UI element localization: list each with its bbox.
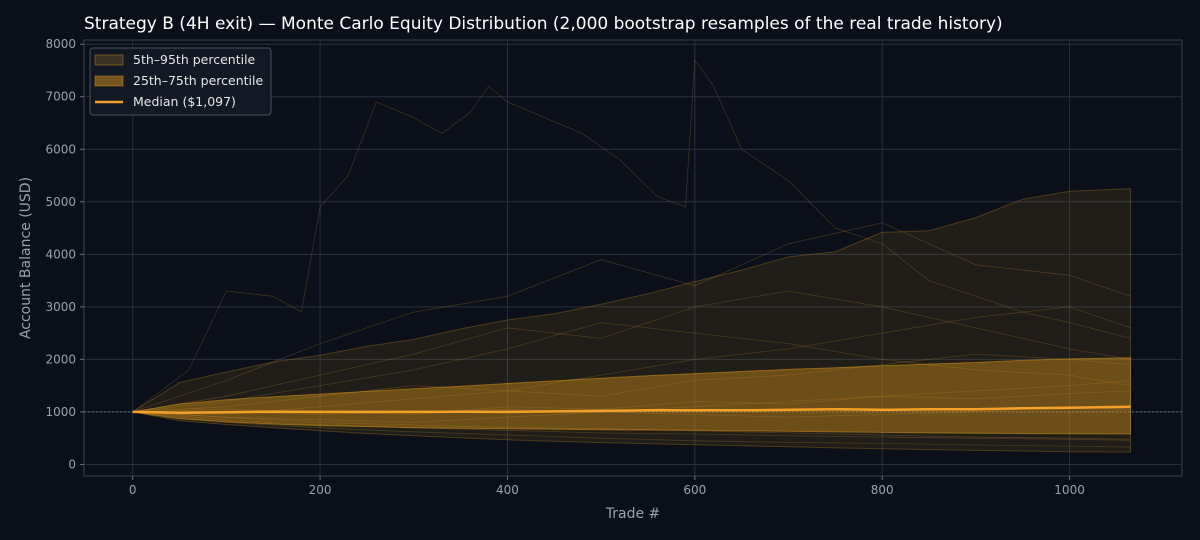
band-25-75 xyxy=(132,357,1131,435)
x-axis-label: Trade # xyxy=(605,506,661,522)
band-5-95 xyxy=(131,188,1131,453)
legend-label: 5th–95th percentile xyxy=(133,52,256,67)
legend-label: 25th–75th percentile xyxy=(133,73,264,88)
y-tick-label: 6000 xyxy=(45,142,76,156)
y-axis-label: Account Balance (USD) xyxy=(18,177,34,339)
legend: 5th–95th percentile 25th–75th percentile M… xyxy=(89,47,272,116)
sample-path xyxy=(132,222,1131,413)
gridlines xyxy=(84,40,1182,476)
sample-path xyxy=(132,290,1131,413)
y-tick-label: 2000 xyxy=(45,352,76,366)
sample-path xyxy=(132,306,1131,413)
y-tick-label: 8000 xyxy=(45,37,76,51)
median-line xyxy=(132,405,1131,414)
sample-paths xyxy=(132,58,1131,448)
y-tick-label: 3000 xyxy=(45,300,76,314)
y-tick-label: 0 xyxy=(68,457,76,471)
legend-swatch-band-outer xyxy=(94,54,124,66)
x-tick-label: 600 xyxy=(683,483,706,497)
y-tick-label: 4000 xyxy=(45,247,76,261)
sample-path xyxy=(132,411,1131,448)
sample-path xyxy=(132,322,1131,413)
y-tick-label: 5000 xyxy=(45,195,76,209)
legend-swatch-band-inner xyxy=(94,75,124,87)
legend-label: Median ($1,097) xyxy=(133,94,236,109)
x-tick-label: 1000 xyxy=(1054,483,1085,497)
percentile-bands xyxy=(131,188,1131,453)
sample-path xyxy=(132,411,1131,440)
x-tick-label: 0 xyxy=(129,483,137,497)
x-tick-label: 400 xyxy=(496,483,519,497)
x-tick-label: 800 xyxy=(871,483,894,497)
median-series xyxy=(132,405,1131,414)
sample-path xyxy=(132,58,1131,413)
chart-title: Strategy B (4H exit) — Monte Carlo Equit… xyxy=(84,14,1003,34)
y-tick-label: 1000 xyxy=(45,405,76,419)
axes: 0 200 400 600 800 1000 0 1000 2000 3000 4000 5000 60… xyxy=(45,37,1084,497)
sample-path xyxy=(132,353,1131,415)
sample-path xyxy=(132,411,1131,441)
legend-box xyxy=(89,47,272,116)
x-tick-label: 200 xyxy=(309,483,332,497)
sample-path xyxy=(132,406,1131,418)
y-tick-label: 7000 xyxy=(45,90,76,104)
